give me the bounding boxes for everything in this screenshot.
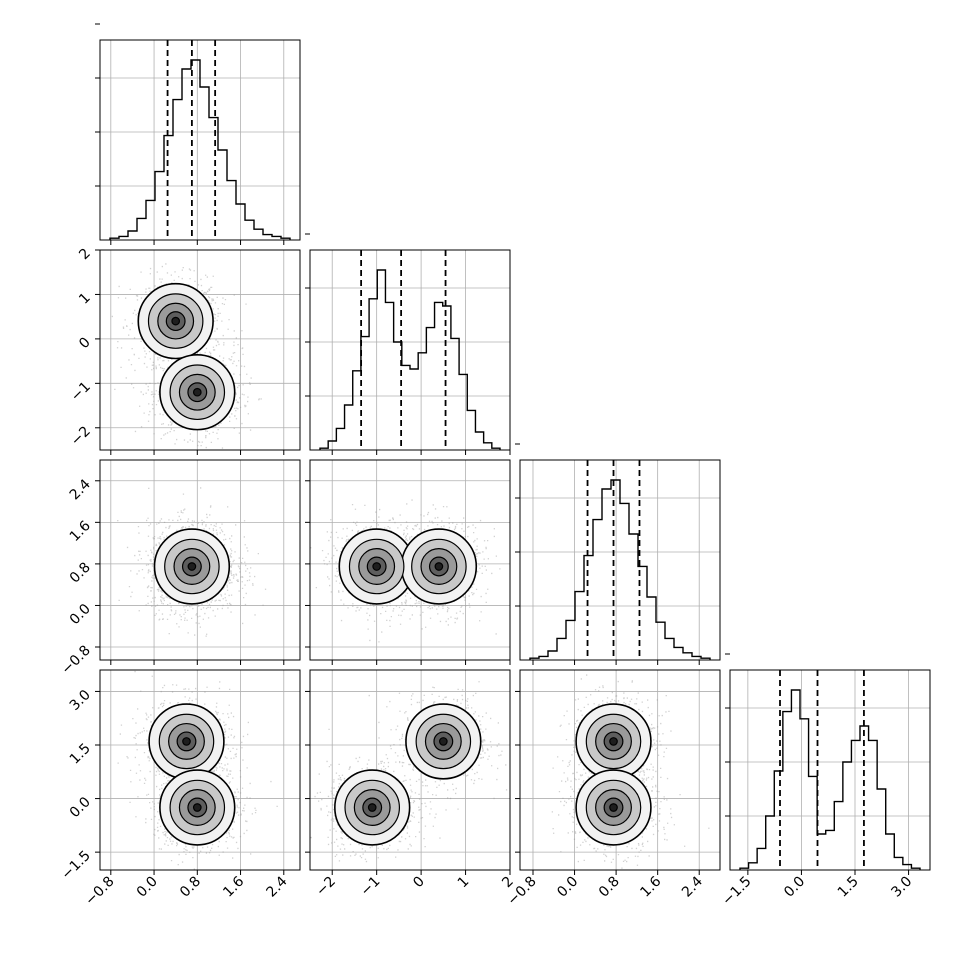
panel-2-0: −0.8 0.0 0.8 1.6 2.4 (58, 459, 301, 678)
y-tick-label: −1 (68, 379, 94, 405)
y-tick-label: 1 (76, 290, 94, 308)
contour-level-4 (182, 737, 191, 746)
panel-content (310, 670, 510, 870)
x-tick-label: −0.8 (82, 874, 117, 909)
y-tick-label: 2.4 (67, 476, 94, 503)
x-tick-label: 0.8 (177, 874, 204, 901)
panel-frame (519, 459, 721, 661)
panel-content (100, 250, 300, 450)
x-tick-label: −1 (358, 874, 384, 900)
x-tick-label: 1.6 (637, 873, 664, 900)
contour-level-4 (187, 562, 197, 571)
panel-frame (99, 669, 301, 871)
x-tick-label: −1.5 (719, 874, 754, 909)
panel-1-0: −2 −1 0 1 2 (68, 246, 301, 455)
contour-level-4 (609, 803, 618, 812)
y-tick-label: 1.5 (67, 741, 94, 768)
y-tick-label: 3.0 (67, 687, 94, 714)
x-tick-label: 2.4 (264, 873, 291, 900)
y-tick-label: 0.8 (67, 559, 94, 586)
panel-content (100, 670, 300, 870)
scatter-points (310, 681, 508, 863)
contour-level-4 (438, 737, 448, 746)
panel-0-0 (95, 23, 301, 245)
panel-3-2: −0.8 0.0 0.8 1.6 2.4 (504, 669, 721, 909)
panel-content (100, 460, 300, 660)
y-tick-label: 0 (76, 334, 94, 352)
x-tick-label: 0 (410, 874, 428, 892)
panel-content (310, 250, 510, 450)
panel-content (100, 40, 300, 240)
y-tick-label: 0.0 (67, 601, 94, 628)
panel-content (520, 460, 720, 660)
y-tick-label: −2 (68, 423, 94, 449)
x-tick-label: 0.0 (554, 874, 581, 901)
contour-level-4 (372, 562, 382, 571)
panel-frame (309, 459, 511, 661)
panel-2-1 (305, 459, 511, 665)
y-tick-label: −0.8 (58, 643, 93, 678)
histogram-0 (109, 59, 291, 240)
x-tick-label: 2.4 (679, 873, 706, 900)
histogram-3 (739, 689, 921, 870)
x-tick-label: 1.5 (835, 874, 862, 901)
x-tick-label: 1.6 (220, 873, 247, 900)
scatter-points (111, 263, 262, 450)
x-tick-label: −2 (313, 874, 339, 900)
panel-content (520, 670, 720, 870)
panel-frame (309, 249, 511, 451)
panel-3-1: −2 −1 0 1 2 (305, 669, 517, 900)
contour-level-4 (367, 803, 377, 812)
x-tick-label: 1 (455, 874, 473, 892)
y-tick-label: 1.6 (67, 518, 94, 545)
scatter-points (310, 499, 501, 643)
y-tick-label: −1.5 (58, 848, 93, 883)
panel-3-0: −0.8 0.0 0.8 1.6 2.4 −1.5 0.0 1.5 3.0 (58, 669, 301, 909)
contour-level-4 (192, 387, 202, 397)
x-tick-label: 0.0 (781, 874, 808, 901)
panel-frame (519, 669, 721, 871)
contour-level-4 (434, 562, 444, 571)
panel-frame (99, 39, 301, 241)
panel-1-1 (305, 233, 511, 455)
x-tick-label: 0.8 (596, 874, 623, 901)
panel-content (730, 670, 930, 870)
contour-level-4 (171, 316, 181, 326)
histogram-1 (319, 269, 501, 450)
histogram-2 (529, 479, 711, 660)
y-tick-label: 2 (76, 246, 94, 264)
panel-frame (729, 669, 931, 871)
x-tick-label: 3.0 (888, 874, 915, 901)
panel-frame (309, 669, 511, 871)
panel-frame (99, 249, 301, 451)
y-tick-label: 0.0 (67, 794, 94, 821)
panel-3-3: −1.5 0.0 1.5 3.0 (719, 653, 931, 909)
x-tick-label: 0.0 (134, 874, 161, 901)
contour-level-4 (192, 803, 202, 812)
panel-content (310, 460, 510, 660)
panel-frame (99, 459, 301, 661)
contour-level-4 (609, 737, 618, 746)
panel-2-2 (515, 443, 721, 665)
